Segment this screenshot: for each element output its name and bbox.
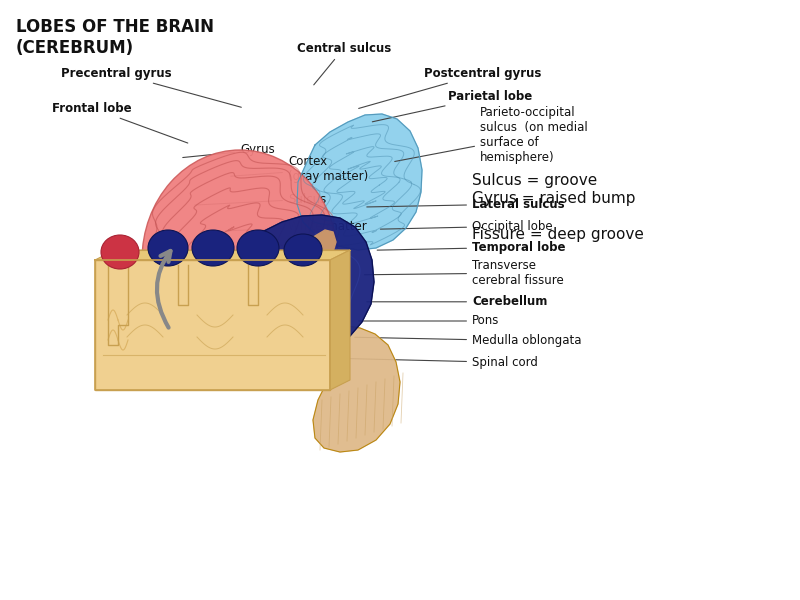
Text: Central sulcus: Central sulcus: [297, 41, 391, 85]
Text: Medulla oblongata: Medulla oblongata: [354, 334, 582, 347]
Text: Temporal lobe: Temporal lobe: [377, 241, 566, 254]
Polygon shape: [313, 325, 400, 452]
Polygon shape: [330, 250, 350, 390]
Text: White matter: White matter: [225, 220, 366, 233]
Polygon shape: [95, 260, 330, 390]
Text: Sulcus = groove: Sulcus = groove: [472, 173, 598, 187]
Text: Frontal lobe: Frontal lobe: [52, 101, 188, 143]
Text: Parietal lobe: Parietal lobe: [372, 89, 532, 122]
Text: Precentral gyrus: Precentral gyrus: [62, 67, 242, 107]
Text: Fissure = deep groove: Fissure = deep groove: [472, 226, 644, 241]
Text: Spinal cord: Spinal cord: [334, 356, 538, 369]
Ellipse shape: [148, 230, 188, 266]
Text: (a): (a): [130, 317, 151, 332]
Text: Occipital lobe: Occipital lobe: [380, 220, 553, 233]
Text: Cerebellum: Cerebellum: [366, 295, 547, 308]
Polygon shape: [108, 265, 128, 345]
Text: Pons: Pons: [358, 314, 499, 328]
Ellipse shape: [284, 234, 322, 266]
Polygon shape: [297, 114, 422, 250]
Ellipse shape: [237, 230, 279, 266]
Ellipse shape: [142, 150, 338, 370]
Text: Parieto-occipital
sulcus  (on medial
surface of
hemisphere): Parieto-occipital sulcus (on medial surf…: [394, 106, 588, 164]
Text: Sulcus: Sulcus: [194, 193, 326, 206]
Text: Lateral sulcus: Lateral sulcus: [366, 197, 565, 211]
Ellipse shape: [192, 230, 234, 266]
Ellipse shape: [101, 235, 139, 269]
Text: Gyrus: Gyrus: [182, 143, 274, 158]
Text: Fissure
(a deep sulcus): Fissure (a deep sulcus): [130, 251, 222, 279]
Text: Transverse
cerebral fissure: Transverse cerebral fissure: [364, 259, 564, 287]
Text: Postcentral gyrus: Postcentral gyrus: [358, 67, 542, 109]
Polygon shape: [312, 230, 336, 258]
Text: Gyrus = raised bump: Gyrus = raised bump: [472, 191, 635, 205]
FancyArrowPatch shape: [157, 251, 170, 328]
Polygon shape: [242, 215, 374, 348]
Polygon shape: [95, 250, 350, 260]
Text: LOBES OF THE BRAIN
(CEREBRUM): LOBES OF THE BRAIN (CEREBRUM): [16, 18, 214, 57]
Text: Cortex
(gray matter): Cortex (gray matter): [230, 155, 368, 183]
